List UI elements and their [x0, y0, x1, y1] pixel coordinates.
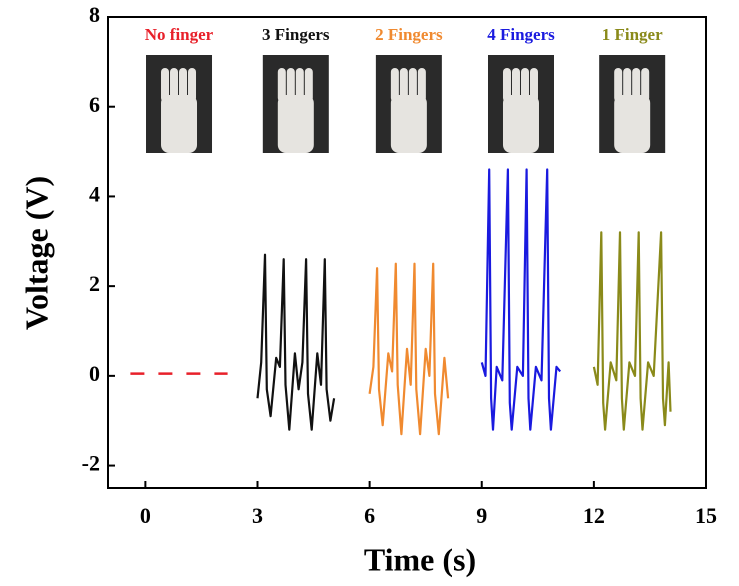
y-tick-label: 0	[89, 361, 100, 386]
finger	[502, 68, 511, 102]
series-label: 3 Fingers	[262, 25, 330, 44]
plot-frame	[107, 16, 707, 489]
y-tick-label: 2	[89, 271, 100, 296]
y-tick-label: 8	[89, 2, 100, 27]
series-label: 1 Finger	[602, 25, 663, 44]
palm	[277, 95, 314, 153]
hand-photo	[487, 55, 554, 153]
finger	[623, 68, 632, 102]
finger	[399, 68, 408, 102]
y-axis-title: Voltage (V)	[18, 176, 54, 330]
x-tick-label: 0	[140, 503, 151, 528]
hand-photo	[262, 55, 329, 153]
finger	[304, 68, 313, 102]
hand-photo	[146, 55, 213, 153]
palm	[161, 95, 198, 153]
series-line	[368, 262, 450, 436]
hand-photo	[599, 55, 666, 153]
finger	[632, 68, 641, 102]
finger	[161, 68, 170, 102]
x-tick-label: 15	[695, 503, 717, 528]
finger	[295, 68, 304, 102]
finger	[179, 68, 188, 102]
finger	[390, 68, 399, 102]
series-label: 2 Fingers	[375, 25, 443, 44]
finger	[277, 68, 286, 102]
hand-photo	[375, 55, 442, 153]
finger	[188, 68, 197, 102]
finger	[641, 68, 650, 102]
x-tick-label: 12	[583, 503, 605, 528]
series-label: 4 Fingers	[487, 25, 555, 44]
finger	[511, 68, 520, 102]
series-line	[592, 231, 672, 431]
series-label: No finger	[145, 25, 214, 44]
x-tick-label: 3	[252, 503, 263, 528]
finger	[170, 68, 179, 102]
y-tick-label: -2	[82, 451, 100, 476]
y-tick-label: 6	[89, 92, 100, 117]
finger	[614, 68, 623, 102]
finger	[529, 68, 538, 102]
x-tick-label: 6	[364, 503, 375, 528]
y-tick-label: 4	[89, 181, 100, 206]
series-line	[256, 253, 336, 431]
x-axis-title: Time (s)	[364, 541, 476, 577]
finger	[417, 68, 426, 102]
x-tick-label: 9	[476, 503, 487, 528]
palm	[614, 95, 651, 153]
series-line	[480, 168, 562, 431]
palm	[502, 95, 539, 153]
palm	[390, 95, 427, 153]
finger	[520, 68, 529, 102]
finger	[408, 68, 417, 102]
finger	[286, 68, 295, 102]
